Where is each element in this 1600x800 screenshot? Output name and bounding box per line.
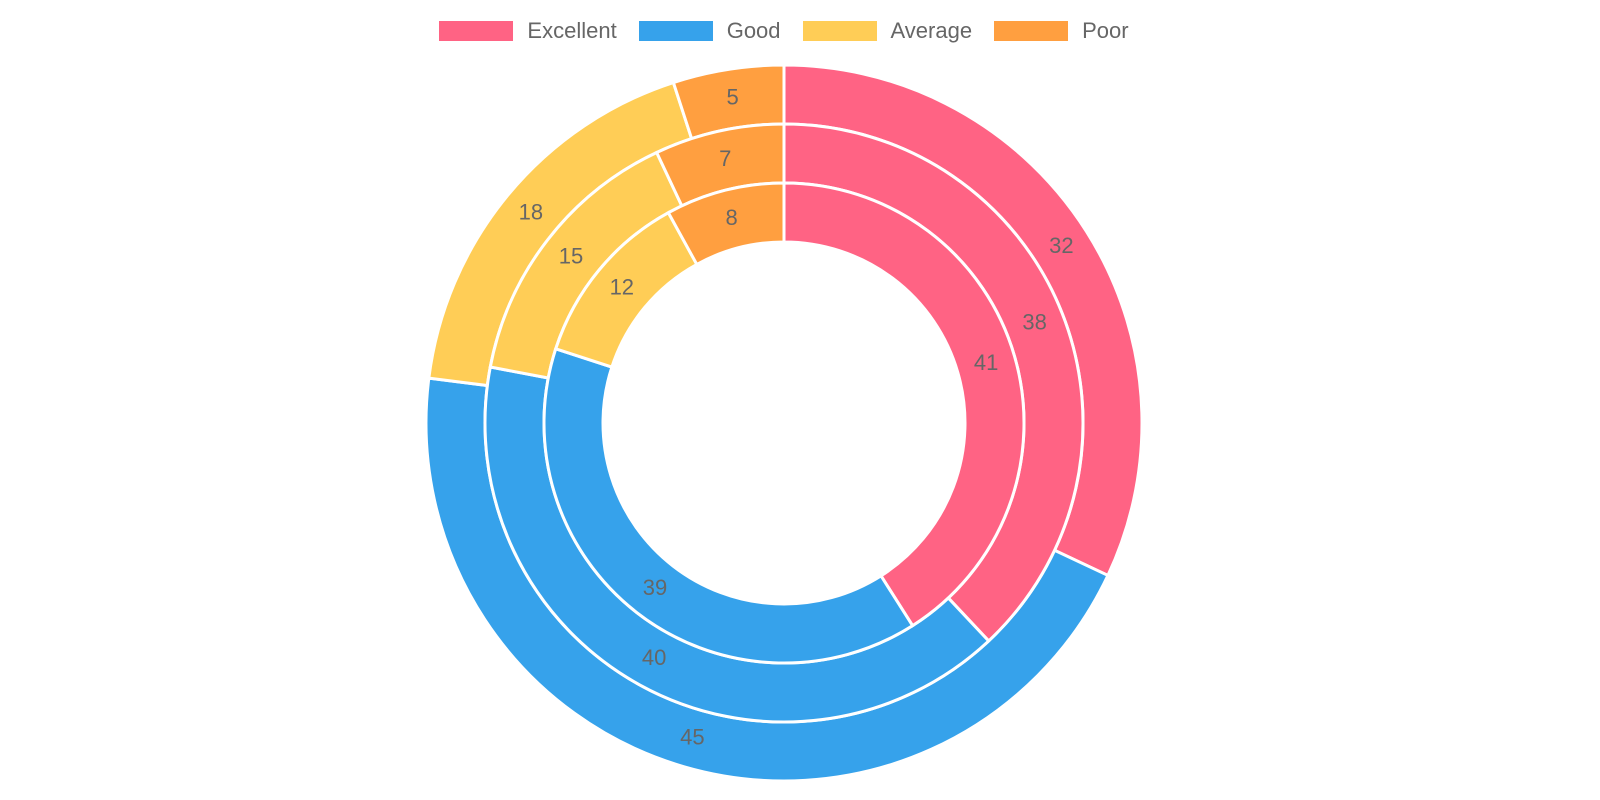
data-label-ring1-average: 18	[519, 199, 543, 224]
data-label-ring1-poor: 5	[726, 84, 738, 109]
legend-label-excellent: Excellent	[527, 18, 617, 43]
legend-swatch-poor	[994, 21, 1069, 41]
arc-ring3-excellent[interactable]	[782, 181, 1026, 628]
chart-legend: Excellent Good Average Poor	[0, 18, 1568, 44]
arc-ring3-poor[interactable]	[666, 181, 786, 267]
data-label-ring3-good: 39	[643, 575, 667, 600]
legend-item-poor[interactable]: Poor	[994, 18, 1129, 44]
legend-swatch-good	[638, 21, 713, 41]
legend-item-good[interactable]: Good	[638, 18, 781, 44]
data-label-ring2-average: 15	[559, 244, 583, 269]
legend-label-average: Average	[890, 18, 973, 43]
legend-item-average[interactable]: Average	[802, 18, 973, 44]
legend-swatch-excellent	[439, 21, 514, 41]
legend-item-excellent[interactable]: Excellent	[439, 18, 617, 44]
legend-swatch-average	[802, 21, 877, 41]
data-label-ring3-average: 12	[610, 275, 634, 300]
data-label-ring1-good: 45	[680, 724, 704, 749]
data-label-ring2-good: 40	[642, 645, 666, 670]
arc-ring3-good[interactable]	[542, 346, 915, 665]
data-label-ring2-poor: 7	[719, 146, 731, 171]
legend-label-poor: Poor	[1082, 18, 1129, 43]
data-label-ring1-excellent: 32	[1049, 233, 1073, 258]
legend-label-good: Good	[726, 18, 781, 43]
data-label-ring2-excellent: 38	[1022, 310, 1046, 335]
data-label-ring3-excellent: 41	[974, 350, 998, 375]
data-label-ring3-poor: 8	[726, 205, 738, 230]
